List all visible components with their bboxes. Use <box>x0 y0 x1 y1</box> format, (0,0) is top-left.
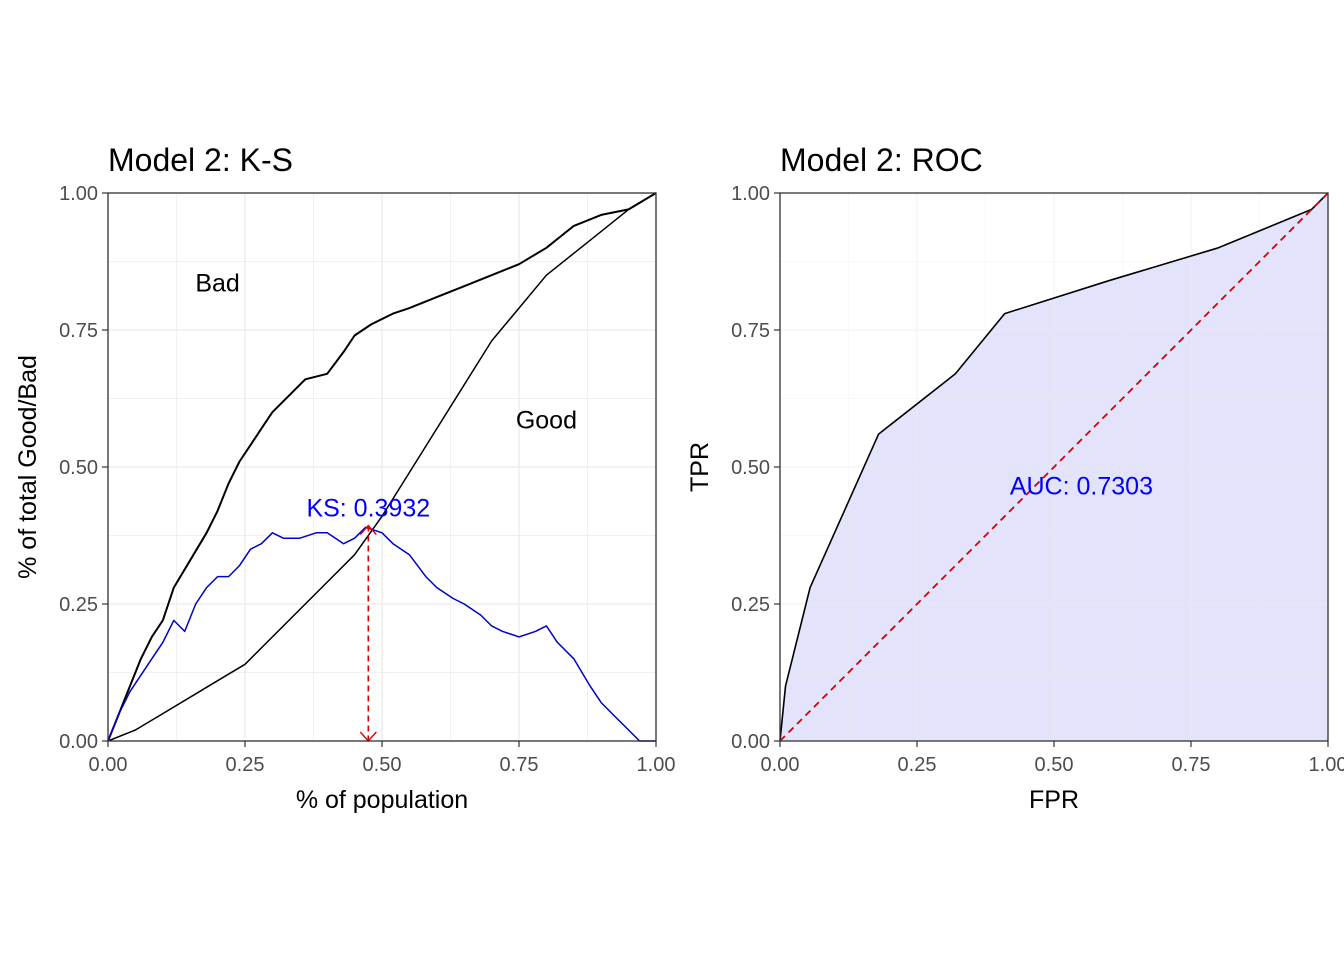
roc-y-tick-label: 0.00 <box>731 731 770 753</box>
roc-panel: Model 2: ROC 0.00 0.25 0.50 0.75 1.00 0.00 0.2… <box>686 142 1344 814</box>
roc-y-axis-label: TPR <box>686 442 714 492</box>
ks-ticks: 0.00 0.25 0.50 0.75 1.00 0.00 0.25 0.50 0.75 1.00 <box>59 183 675 776</box>
ks-x-tick-label: 0.00 <box>89 754 128 776</box>
roc-ticks: 0.00 0.25 0.50 0.75 1.00 0.00 0.25 0.50 0.75 1.00 <box>731 183 1344 776</box>
ks-annotation-value: KS: 0.3932 <box>306 494 430 522</box>
ks-x-tick-label: 0.50 <box>363 754 402 776</box>
ks-y-tick-label: 0.00 <box>59 731 98 753</box>
ks-y-axis-label: % of total Good/Bad <box>14 355 42 579</box>
roc-annotation-auc: AUC: 0.7303 <box>1010 472 1153 500</box>
roc-x-tick-label: 0.50 <box>1035 754 1074 776</box>
ks-y-tick-label: 0.75 <box>59 320 98 342</box>
ks-annotation-good: Good <box>516 407 577 435</box>
ks-x-tick-label: 1.00 <box>637 754 676 776</box>
roc-x-tick-label: 0.25 <box>898 754 937 776</box>
ks-y-tick-label: 0.25 <box>59 594 98 616</box>
ks-title: Model 2: K-S <box>108 142 293 178</box>
roc-diagonal-line <box>779 192 1329 742</box>
roc-series-group <box>779 192 1329 742</box>
ks-x-tick-label: 0.75 <box>500 754 539 776</box>
ks-y-tick-label: 1.00 <box>59 183 98 205</box>
roc-x-tick-label: 1.00 <box>1309 754 1344 776</box>
ks-arrow-top <box>359 524 377 535</box>
ks-series-line-ks <box>107 526 656 742</box>
roc-curve-line <box>779 192 1329 742</box>
ks-x-tick-label: 0.25 <box>226 754 265 776</box>
roc-x-tick-label: 0.00 <box>761 754 800 776</box>
roc-y-tick-label: 1.00 <box>731 183 770 205</box>
ks-annotation-bad: Bad <box>195 270 239 298</box>
ks-series-line-bad <box>107 192 657 742</box>
roc-x-axis-label: FPR <box>1029 786 1079 814</box>
ks-x-axis-label: % of population <box>296 786 468 814</box>
ks-panel: Model 2: K-S 0.00 0.25 0.50 0.75 1.00 0.00 0.2… <box>14 142 675 814</box>
ks-series-line-good <box>107 192 657 742</box>
roc-y-tick-label: 0.50 <box>731 457 770 479</box>
ks-y-tick-label: 0.50 <box>59 457 98 479</box>
roc-y-tick-label: 0.75 <box>731 320 770 342</box>
roc-y-tick-label: 0.25 <box>731 594 770 616</box>
roc-title: Model 2: ROC <box>780 142 983 178</box>
roc-x-tick-label: 0.75 <box>1172 754 1211 776</box>
